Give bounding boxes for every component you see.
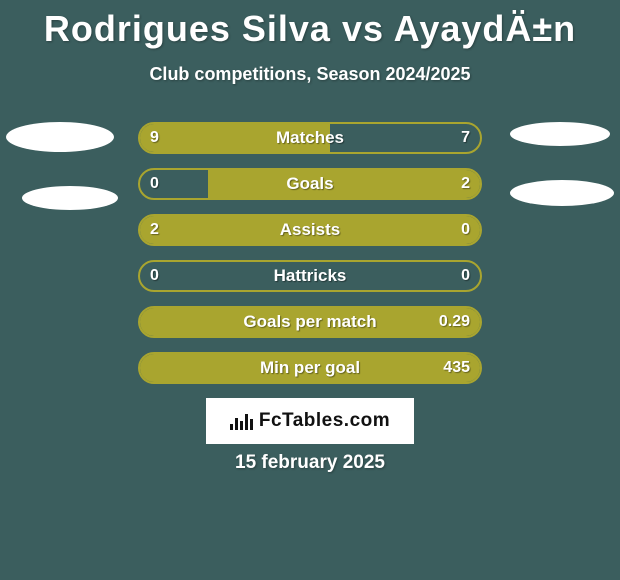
stat-value-left: 0: [150, 170, 159, 198]
subtitle: Club competitions, Season 2024/2025: [0, 64, 620, 85]
bar-fill-left: [140, 124, 330, 152]
date-label: 15 february 2025: [0, 452, 620, 474]
stat-row: 9Matches7: [138, 122, 482, 154]
player-right-ovals: [510, 122, 614, 206]
stat-row: 0Hattricks0: [138, 260, 482, 292]
page-title: Rodrigues Silva vs AyaydÄ±n: [0, 0, 620, 50]
stat-row: 0Goals2: [138, 168, 482, 200]
bars-icon: [230, 412, 253, 430]
oval-shape: [22, 186, 118, 210]
stat-label: Hattricks: [140, 262, 480, 290]
stat-value-right: 0: [461, 262, 470, 290]
stat-row: Min per goal435: [138, 352, 482, 384]
oval-shape: [6, 122, 114, 152]
stat-value-left: 0: [150, 262, 159, 290]
bar-fill-left: [140, 216, 480, 244]
stat-row: 2Assists0: [138, 214, 482, 246]
oval-shape: [510, 180, 614, 206]
stat-value-right: 7: [461, 124, 470, 152]
comparison-bars: 9Matches70Goals22Assists00Hattricks0Goal…: [138, 122, 482, 384]
bar-fill-right: [140, 308, 480, 336]
player-left-ovals: [6, 122, 118, 210]
brand-badge: FcTables.com: [206, 398, 414, 444]
bar-fill-right: [208, 170, 480, 198]
oval-shape: [510, 122, 610, 146]
bar-fill-right: [140, 354, 480, 382]
brand-text: FcTables.com: [259, 410, 390, 432]
stat-row: Goals per match0.29: [138, 306, 482, 338]
